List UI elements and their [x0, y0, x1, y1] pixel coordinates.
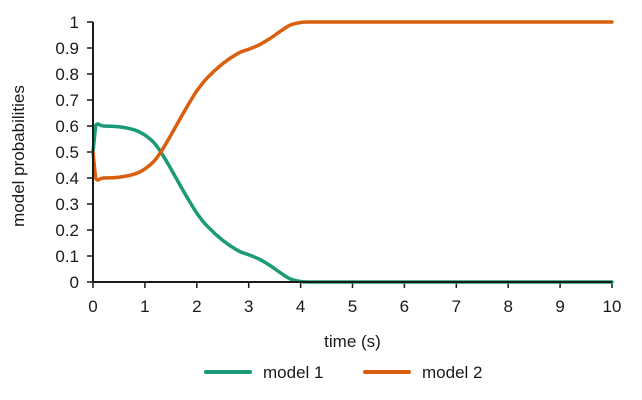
y-tick-label: 0.3 — [55, 195, 79, 214]
x-tick-label: 6 — [400, 297, 409, 316]
x-tick-label: 10 — [603, 297, 622, 316]
y-tick-label: 0.4 — [55, 169, 79, 188]
y-tick-label: 1 — [70, 13, 79, 32]
x-tick-label: 9 — [555, 297, 564, 316]
series-layer — [91, 20, 614, 284]
x-tick-label: 8 — [503, 297, 512, 316]
y-tick-label: 0.1 — [55, 247, 79, 266]
y-tick-label: 0 — [70, 273, 79, 292]
y-tick-label: 0.5 — [55, 143, 79, 162]
series-line-model-1 — [91, 122, 614, 284]
y-tick-label: 0.9 — [55, 39, 79, 58]
legend: model 1 model 2 — [204, 363, 482, 382]
y-axis-ticks: 0 0.1 0.2 0.3 0.4 0.5 0.6 0.7 0.8 0.9 1 — [55, 13, 93, 292]
x-tick-label: 7 — [452, 297, 461, 316]
x-axis-label: time (s) — [324, 332, 381, 351]
x-axis-ticks: 0 1 2 3 4 5 6 7 8 9 10 — [88, 282, 621, 316]
x-tick-label: 1 — [140, 297, 149, 316]
x-tick-label: 5 — [348, 297, 357, 316]
x-tick-label: 4 — [296, 297, 305, 316]
x-tick-label: 3 — [244, 297, 253, 316]
y-axis-label: model probabilities — [9, 85, 28, 227]
y-tick-label: 0.2 — [55, 221, 79, 240]
x-tick-label: 2 — [192, 297, 201, 316]
x-tick-label: 0 — [88, 297, 97, 316]
legend-label-model-2: model 2 — [422, 363, 482, 382]
y-tick-label: 0.7 — [55, 91, 79, 110]
y-tick-label: 0.8 — [55, 65, 79, 84]
y-tick-label: 0.6 — [55, 117, 79, 136]
series-line-model-2 — [91, 20, 614, 182]
legend-label-model-1: model 1 — [263, 363, 323, 382]
